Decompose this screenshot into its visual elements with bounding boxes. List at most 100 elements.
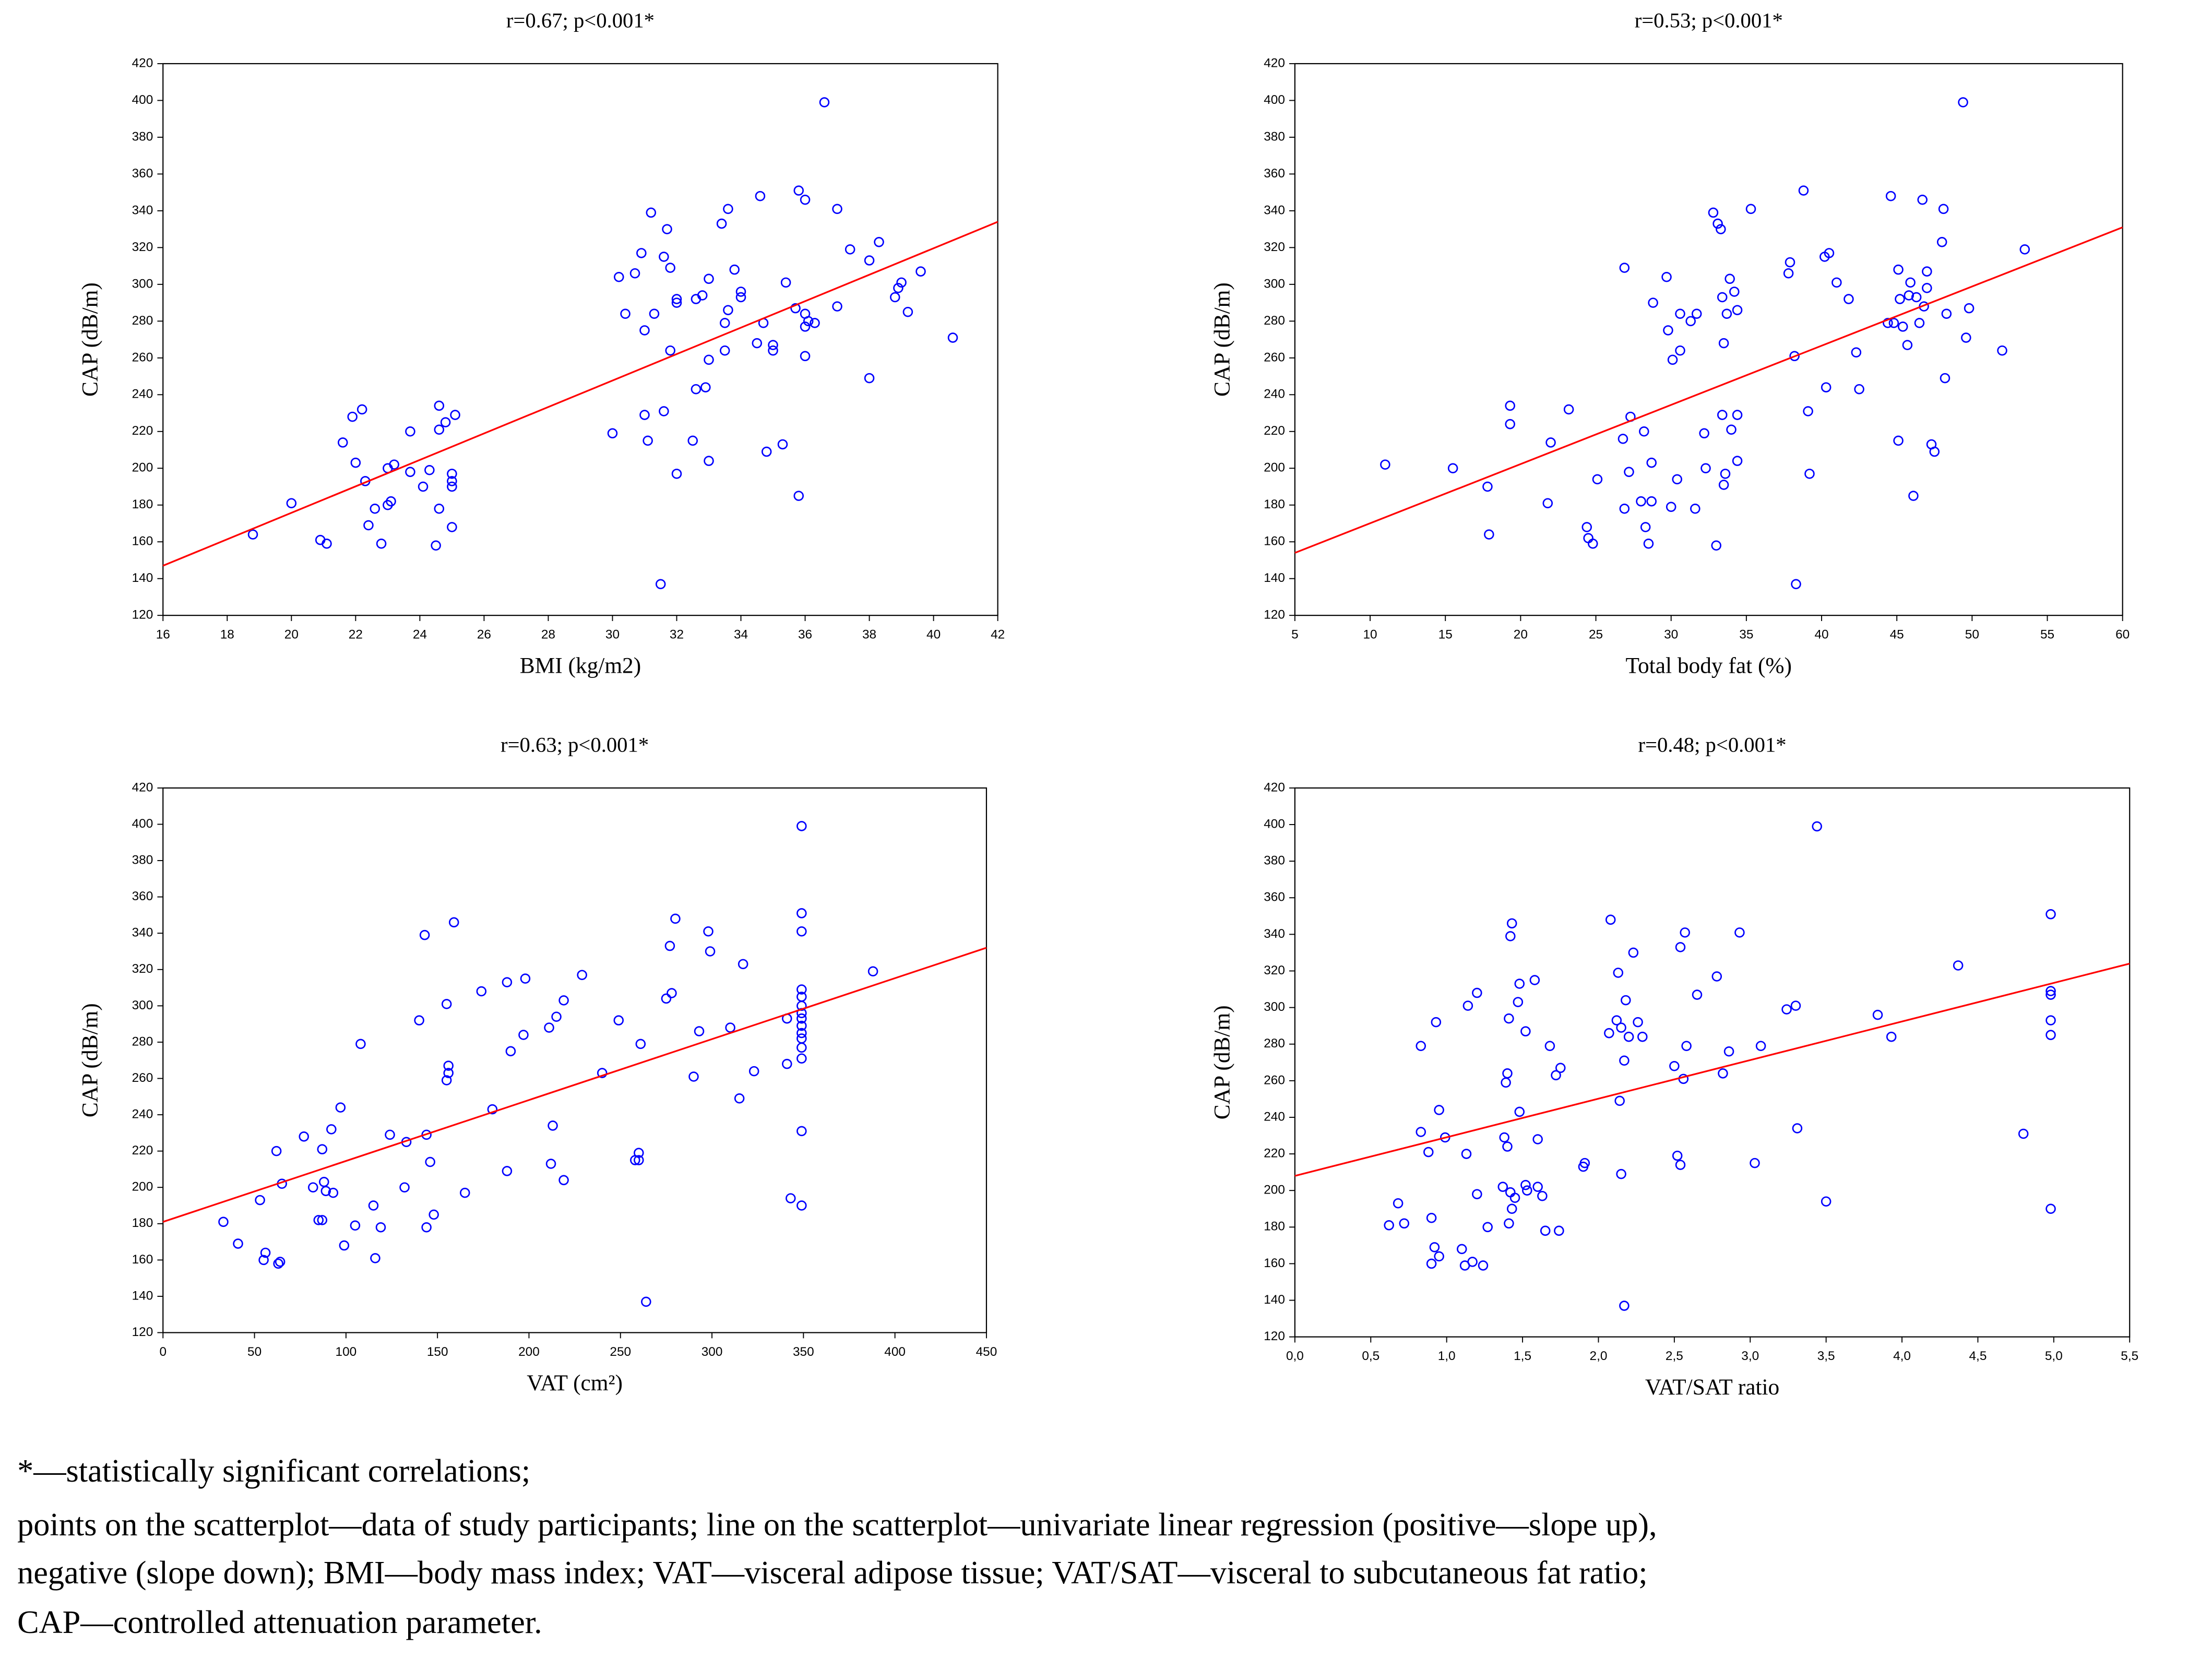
data-point: [1505, 419, 1515, 430]
data-point: [1423, 1147, 1434, 1158]
data-point: [691, 384, 701, 395]
chart-title: r=0.48; p<0.001*: [1638, 733, 1786, 757]
data-point: [350, 457, 361, 468]
chart-title: r=0.63; p<0.001*: [501, 733, 649, 757]
y-tick-label: 300: [132, 998, 153, 1012]
data-point: [1416, 1041, 1426, 1051]
y-tick-label: 140: [132, 1289, 153, 1303]
y-tick-label: 180: [1264, 497, 1285, 511]
data-point: [1914, 318, 1925, 328]
data-point: [1616, 1168, 1626, 1179]
data-point: [1734, 927, 1745, 938]
y-tick-label: 320: [132, 240, 153, 254]
data-point: [339, 1240, 350, 1251]
y-tick-label: 400: [132, 93, 153, 107]
y-axis-label: CAP (dB/m): [78, 1003, 103, 1117]
x-tick-label: 42: [991, 628, 1005, 642]
data-point: [629, 268, 640, 279]
x-tick-label: 20: [1514, 628, 1528, 642]
data-point: [1718, 338, 1729, 349]
data-point: [347, 411, 358, 422]
y-tick-label: 320: [1264, 240, 1285, 254]
data-point: [1844, 294, 1854, 304]
data-point: [1588, 538, 1598, 549]
data-point: [389, 459, 399, 470]
x-tick-label: 450: [976, 1345, 997, 1359]
data-point: [1621, 995, 1631, 1006]
data-point: [1461, 1149, 1472, 1159]
data-point: [780, 277, 791, 288]
data-point: [1886, 1031, 1897, 1042]
x-tick-label: 1,5: [1514, 1349, 1531, 1363]
data-point: [1426, 1213, 1437, 1223]
data-point: [1897, 321, 1908, 332]
data-point: [218, 1216, 229, 1227]
data-point: [1717, 410, 1728, 420]
data-point: [687, 435, 698, 446]
y-tick-label: 220: [1264, 1147, 1285, 1161]
x-tick-label: 2,5: [1666, 1349, 1683, 1363]
data-point: [1623, 1031, 1634, 1042]
data-point: [796, 1126, 807, 1137]
data-point: [704, 354, 714, 365]
data-point: [896, 277, 907, 288]
data-point: [1429, 1242, 1440, 1253]
data-point: [688, 1071, 699, 1082]
data-point: [1785, 257, 1795, 268]
data-point: [385, 1129, 395, 1140]
y-tick-label: 180: [132, 497, 153, 511]
data-point: [1661, 272, 1672, 282]
x-tick-label: 300: [701, 1345, 723, 1359]
data-point: [1885, 190, 1896, 201]
data-point: [1666, 502, 1676, 512]
data-point: [1675, 308, 1685, 319]
data-point: [1958, 97, 1968, 108]
x-tick-label: 34: [734, 628, 748, 642]
data-point: [1663, 325, 1673, 336]
data-point: [328, 1187, 339, 1198]
data-point: [447, 522, 457, 532]
data-point: [424, 465, 435, 475]
data-point: [1781, 1004, 1792, 1015]
data-point: [1648, 297, 1658, 308]
y-tick-label: 160: [1264, 1256, 1285, 1270]
data-point: [1611, 1015, 1622, 1025]
x-tick-label: 10: [1363, 628, 1377, 642]
y-tick-label: 380: [1264, 129, 1285, 144]
y-tick-label: 220: [132, 424, 153, 438]
data-point: [2045, 909, 2056, 920]
y-tick-label: 220: [1264, 424, 1285, 438]
data-point: [800, 351, 811, 362]
data-point: [720, 318, 730, 328]
x-tick-label: 22: [349, 628, 363, 642]
data-point: [447, 481, 457, 492]
data-point: [1640, 522, 1651, 532]
data-point: [738, 959, 748, 970]
data-point: [414, 1015, 424, 1025]
x-axis-label: VAT (cm²): [527, 1370, 623, 1395]
data-point: [1716, 224, 1726, 234]
data-point: [665, 263, 675, 273]
data-point: [1711, 971, 1722, 982]
data-point: [893, 283, 903, 293]
data-point: [425, 1156, 435, 1167]
data-point: [441, 999, 452, 1009]
plot-frame: [1294, 787, 2131, 1338]
data-point: [1505, 931, 1516, 941]
data-point: [1434, 1105, 1444, 1115]
data-point: [1467, 1257, 1478, 1267]
y-tick-label: 360: [1264, 166, 1285, 181]
x-tick-label: 60: [2115, 628, 2130, 642]
data-point: [1563, 404, 1574, 415]
x-tick-label: 20: [284, 628, 299, 642]
data-point: [697, 290, 708, 301]
data-point: [1911, 292, 1922, 303]
data-point: [796, 1200, 807, 1211]
data-point: [286, 498, 297, 508]
data-point: [275, 1257, 286, 1267]
data-point: [1964, 303, 1975, 314]
data-point: [665, 345, 675, 356]
data-point: [700, 382, 711, 392]
